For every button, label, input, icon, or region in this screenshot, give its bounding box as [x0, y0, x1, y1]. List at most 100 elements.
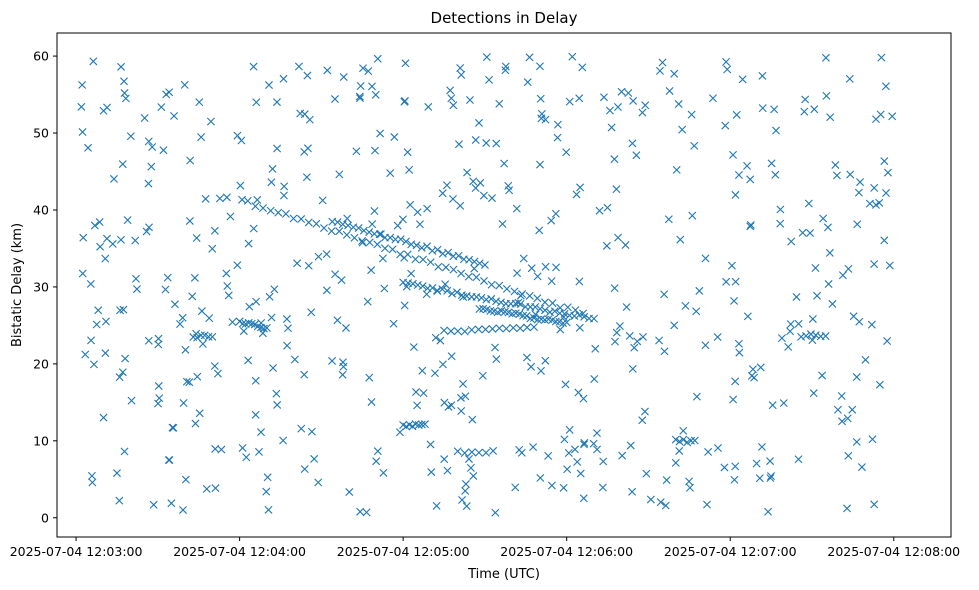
data-point-x-marker — [222, 193, 231, 202]
data-point-x-marker — [446, 86, 455, 95]
data-point-x-marker — [642, 469, 651, 478]
data-point-x-marker — [621, 241, 630, 250]
data-point-x-marker — [467, 325, 476, 334]
data-point-x-marker — [478, 371, 487, 380]
data-point-x-marker — [379, 468, 388, 477]
data-point-x-marker — [193, 333, 202, 342]
data-point-x-marker — [833, 405, 842, 414]
data-point-x-marker — [236, 181, 245, 190]
data-point-x-marker — [580, 440, 589, 449]
data-point-x-marker — [154, 382, 163, 391]
data-point-x-marker — [294, 62, 303, 71]
data-point-x-marker — [776, 219, 785, 228]
data-point-x-marker — [249, 224, 258, 233]
data-point-x-marker — [359, 64, 367, 73]
data-point-x-marker — [115, 496, 124, 505]
data-point-x-marker — [409, 343, 418, 352]
data-point-x-marker — [495, 99, 504, 108]
data-point-x-marker — [695, 286, 704, 295]
data-point-x-marker — [449, 101, 458, 110]
data-point-x-marker — [401, 59, 410, 68]
data-point-x-marker — [786, 327, 795, 336]
data-point-x-marker — [154, 399, 163, 408]
data-point-x-marker — [266, 206, 275, 215]
data-point-x-marker — [575, 323, 584, 332]
data-point-x-marker — [389, 319, 398, 328]
data-point-x-marker — [575, 310, 584, 319]
data-point-x-marker — [118, 368, 127, 377]
data-point-x-marker — [877, 53, 886, 62]
data-point-x-marker — [579, 394, 588, 403]
data-point-x-marker — [300, 465, 309, 474]
data-point-x-marker — [284, 324, 293, 333]
data-point-x-marker — [167, 499, 176, 508]
data-point-x-marker — [405, 165, 414, 174]
data-point-x-marker — [721, 121, 730, 130]
data-point-x-marker — [310, 454, 319, 463]
data-point-x-marker — [398, 215, 407, 224]
data-point-x-marker — [665, 86, 674, 95]
data-point-x-marker — [547, 481, 556, 490]
data-point-x-marker — [273, 144, 282, 153]
data-point-x-marker — [792, 292, 801, 301]
data-point-x-marker — [692, 307, 701, 316]
data-point-x-marker — [746, 220, 755, 229]
data-point-x-marker — [272, 98, 281, 107]
data-point-x-marker — [639, 332, 647, 341]
data-point-x-marker — [180, 80, 189, 89]
data-point-x-marker — [274, 208, 283, 217]
data-point-x-marker — [211, 444, 220, 453]
data-point-x-marker — [149, 500, 158, 509]
x-tick-label: 2025-07-04 12:06:00 — [500, 544, 633, 559]
data-point-x-marker — [562, 318, 571, 327]
data-point-x-marker — [191, 419, 200, 428]
data-point-x-marker — [443, 466, 452, 475]
data-point-x-marker — [464, 272, 473, 281]
data-point-x-marker — [359, 226, 368, 235]
data-point-x-marker — [655, 336, 664, 345]
y-axis-label: Bistatic Delay (km) — [10, 223, 25, 347]
data-point-x-marker — [101, 317, 110, 326]
data-point-x-marker — [101, 349, 110, 358]
data-point-x-marker — [413, 401, 422, 410]
data-point-x-marker — [77, 102, 86, 111]
data-point-x-marker — [198, 339, 207, 348]
data-point-x-marker — [734, 339, 743, 348]
data-point-x-marker — [747, 371, 756, 380]
data-point-x-marker — [856, 178, 865, 187]
data-point-x-marker — [474, 448, 483, 457]
data-point-x-marker — [519, 254, 528, 263]
data-point-x-marker — [888, 112, 897, 121]
data-point-x-marker — [314, 252, 323, 261]
data-point-x-marker — [307, 427, 316, 436]
data-point-x-marker — [396, 250, 405, 259]
data-point-x-marker — [517, 448, 526, 457]
data-point-x-marker — [518, 290, 527, 299]
data-point-x-marker — [537, 114, 546, 123]
data-point-x-marker — [436, 336, 445, 345]
data-point-x-marker — [376, 129, 385, 138]
data-point-x-marker — [607, 123, 616, 132]
data-point-x-marker — [613, 103, 622, 111]
data-point-x-marker — [364, 67, 373, 76]
data-point-x-marker — [533, 272, 542, 281]
data-point-x-marker — [474, 325, 483, 334]
data-point-x-marker — [646, 495, 655, 504]
data-point-x-marker — [442, 181, 451, 190]
data-point-x-marker — [551, 209, 560, 218]
data-point-x-marker — [734, 171, 743, 179]
data-point-x-marker — [393, 221, 402, 230]
data-point-x-marker — [540, 298, 549, 307]
data-point-x-marker — [350, 233, 359, 242]
data-point-x-marker — [810, 105, 819, 114]
data-point-x-marker — [84, 143, 93, 152]
data-point-x-marker — [487, 280, 496, 289]
data-point-x-marker — [163, 273, 172, 282]
data-point-x-marker — [444, 248, 453, 257]
data-point-x-marker — [502, 284, 511, 293]
data-point-x-marker — [303, 71, 312, 80]
data-point-x-marker — [263, 473, 272, 482]
data-point-x-marker — [411, 420, 420, 429]
x-tick-label: 2025-07-04 12:03:00 — [10, 544, 143, 559]
data-point-x-marker — [159, 146, 168, 155]
